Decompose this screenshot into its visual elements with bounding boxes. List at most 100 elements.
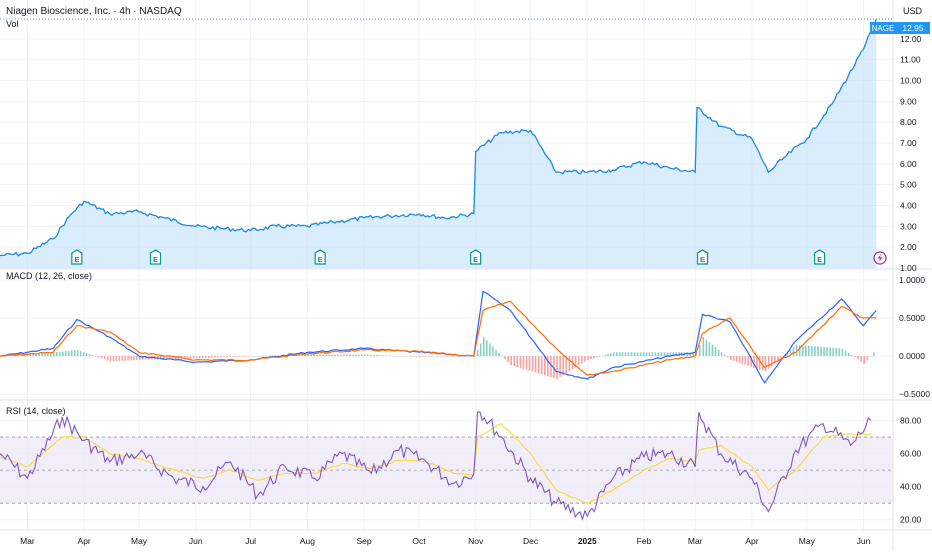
time-tick-label: May bbox=[131, 536, 148, 546]
macd-hist-bar bbox=[232, 356, 234, 357]
rsi-ma-line[interactable] bbox=[0, 423, 871, 504]
macd-hist-bar bbox=[801, 345, 804, 357]
earnings-marker[interactable]: E bbox=[814, 249, 826, 265]
macd-hist-bar bbox=[516, 356, 519, 368]
macd-hist-bar bbox=[403, 356, 406, 357]
symbol-title[interactable]: Niagen Bioscience, Inc. · 4h · NASDAQ bbox=[6, 6, 182, 17]
macd-hist-bar bbox=[159, 356, 162, 360]
macd-hist-bar bbox=[805, 345, 807, 357]
macd-hist-bar bbox=[334, 354, 336, 357]
price-tick-label: 12.00 bbox=[900, 34, 922, 44]
rsi-axis[interactable]: 80.00 60.00 40.00 20.00 bbox=[900, 416, 922, 525]
macd-hist-bar bbox=[559, 356, 561, 377]
macd-line[interactable] bbox=[0, 290, 877, 384]
volume-label[interactable]: Vol bbox=[6, 19, 19, 29]
macd-hist-bar bbox=[519, 356, 522, 368]
macd-hist-bar bbox=[692, 352, 694, 357]
macd-hist-bar bbox=[574, 356, 577, 368]
macd-hist-bar bbox=[440, 356, 442, 357]
rsi-line[interactable] bbox=[0, 411, 872, 521]
earnings-marker[interactable]: E bbox=[149, 249, 162, 265]
macd-hist-bar bbox=[547, 356, 549, 377]
price-axis[interactable]: 12.00 11.00 10.00 9.00 8.00 7.00 6.00 5.00 4.00 3… bbox=[900, 34, 922, 273]
macd-hist-bar bbox=[522, 356, 525, 369]
macd-hist-bar bbox=[854, 356, 856, 358]
macd-hist-bar bbox=[758, 356, 761, 370]
macd-hist-bar bbox=[835, 348, 838, 357]
macd-hist-bar bbox=[492, 346, 494, 357]
macd-hist-bar bbox=[274, 355, 277, 357]
price-tick-label: 4.00 bbox=[900, 201, 917, 211]
ticker-badge-label: NAGE bbox=[872, 24, 895, 33]
macd-hist-bar bbox=[316, 354, 318, 357]
price-line[interactable] bbox=[0, 18, 877, 257]
macd-hist-bar bbox=[507, 356, 509, 363]
earnings-marker-shape bbox=[696, 249, 709, 265]
macd-hist-bar bbox=[431, 356, 433, 357]
macd-hist-bar bbox=[832, 347, 834, 357]
macd-hist-bar bbox=[593, 356, 595, 359]
earnings-marker[interactable]: E bbox=[314, 249, 326, 265]
macd-hist-bar bbox=[391, 355, 394, 357]
macd-hist-bar bbox=[483, 337, 485, 357]
price-area-fill bbox=[0, 19, 877, 268]
earnings-marker[interactable]: E bbox=[71, 249, 83, 265]
macd-axis[interactable]: 1.0000 0.5000 0.0000 −0.5000 bbox=[899, 275, 930, 399]
macd-hist-bar bbox=[537, 356, 540, 374]
macd-hist-bar bbox=[262, 355, 265, 357]
macd-hist-bar bbox=[698, 344, 701, 357]
macd-hist-bar bbox=[162, 356, 165, 360]
price-tick-label: 5.00 bbox=[900, 180, 917, 190]
macd-hist-bar bbox=[412, 356, 415, 357]
macd-hist-bar bbox=[792, 347, 795, 357]
macd-hist-bar bbox=[615, 352, 618, 357]
macd-hist-bar bbox=[17, 354, 20, 357]
macd-hist-bar bbox=[277, 355, 280, 357]
macd-hist-bar bbox=[268, 355, 271, 357]
currency-label[interactable]: USD bbox=[903, 6, 923, 16]
macd-hist-bar bbox=[192, 356, 195, 359]
macd-tick-label: −0.5000 bbox=[899, 389, 930, 399]
macd-hist-bar bbox=[82, 352, 85, 357]
macd-hist-bar bbox=[732, 356, 735, 361]
price-badge: NAGE 12.95 bbox=[870, 22, 930, 34]
macd-hist-bar bbox=[437, 356, 439, 357]
earnings-marker[interactable]: E bbox=[470, 249, 482, 265]
macd-hist-bar bbox=[808, 345, 810, 357]
macd-hist-bar bbox=[657, 352, 660, 357]
macd-hist-bar bbox=[211, 356, 213, 358]
macd-hist-bar bbox=[26, 354, 29, 357]
signal-line[interactable] bbox=[0, 300, 877, 376]
macd-hist-bar bbox=[106, 356, 109, 361]
macd-hist-bar bbox=[501, 355, 503, 357]
macd-hist-bar bbox=[244, 356, 247, 357]
lightning-marker[interactable] bbox=[873, 251, 887, 265]
macd-tick-label: 0.0000 bbox=[899, 351, 925, 361]
time-axis[interactable]: Mar Apr May Jun Jul Aug Sep Oct Nov Dec 2025 Feb Mar… bbox=[20, 536, 871, 546]
macd-hist-bar bbox=[860, 356, 862, 362]
macd-hist-bar bbox=[624, 352, 627, 357]
earnings-marker[interactable]: E bbox=[696, 249, 709, 265]
macd-hist-bar bbox=[94, 356, 97, 357]
macd-hist-bar bbox=[301, 354, 303, 357]
rsi-title[interactable]: RSI (14, close) bbox=[6, 406, 66, 416]
macd-hist-bar bbox=[525, 356, 528, 370]
macd-hist-bar bbox=[756, 356, 758, 369]
macd-hist-bar bbox=[8, 355, 11, 357]
earnings-marker-label: E bbox=[817, 255, 822, 264]
macd-hist-bar bbox=[400, 356, 403, 357]
macd-hist-bar bbox=[866, 356, 869, 360]
time-tick-label: Jun bbox=[857, 536, 871, 546]
macd-hist-bar bbox=[587, 356, 589, 360]
macd-title[interactable]: MACD (12, 26, close) bbox=[6, 271, 92, 281]
macd-hist-bar bbox=[235, 356, 237, 357]
rsi-tick-label: 40.00 bbox=[900, 482, 922, 492]
macd-hist-bar bbox=[62, 351, 64, 357]
macd-hist-bar bbox=[97, 356, 100, 358]
macd-hist-bar bbox=[415, 356, 418, 357]
price-tick-label: 8.00 bbox=[900, 117, 917, 127]
macd-hist-bar bbox=[325, 354, 327, 357]
macd-hist-bar bbox=[461, 356, 464, 357]
